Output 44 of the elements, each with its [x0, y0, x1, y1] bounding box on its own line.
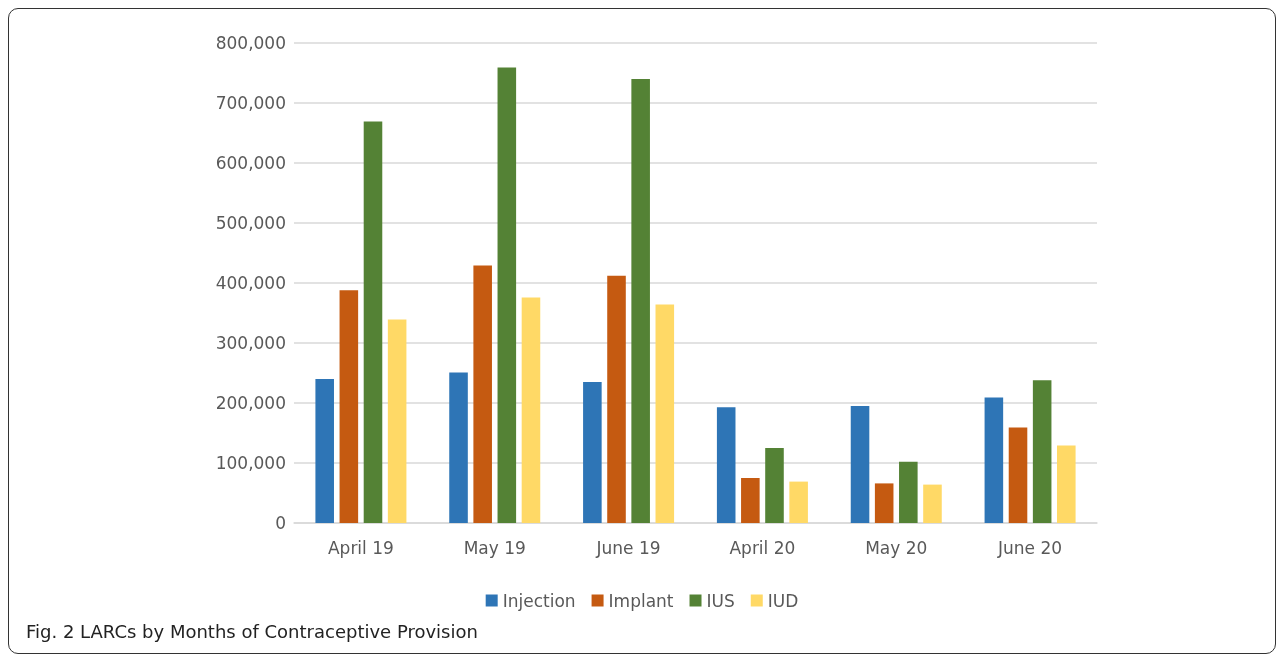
- legend-label: IUD: [767, 590, 799, 611]
- y-tick-label: 800,000: [215, 33, 286, 53]
- bar: [521, 297, 541, 523]
- x-tick-label: May 19: [463, 537, 526, 558]
- y-tick-label: 100,000: [215, 453, 286, 473]
- bar: [631, 79, 650, 523]
- legend-label: Injection: [502, 590, 576, 611]
- bar: [607, 275, 626, 523]
- x-tick-label: April 19: [327, 537, 394, 558]
- bar: [923, 484, 942, 523]
- bar: [473, 265, 492, 523]
- y-tick-label: 200,000: [215, 393, 286, 413]
- x-tick-label: April 20: [729, 537, 796, 558]
- y-tick-label: 600,000: [215, 153, 286, 173]
- bar: [1057, 445, 1076, 523]
- legend-label: IUS: [706, 590, 735, 611]
- bar: [449, 372, 468, 523]
- bar: [899, 461, 918, 523]
- x-tick-label: June 20: [997, 537, 1063, 558]
- y-tick-label: 0: [275, 513, 286, 533]
- bar: [363, 121, 383, 523]
- legend-label: Implant: [608, 590, 674, 611]
- bar: [850, 406, 870, 523]
- bar: [387, 319, 407, 523]
- y-tick-label: 500,000: [215, 213, 286, 233]
- bar: [315, 379, 334, 523]
- bar: [655, 304, 675, 523]
- bar: [741, 478, 760, 523]
- bar: [716, 407, 736, 523]
- bar: [789, 481, 808, 523]
- bar: [765, 448, 784, 523]
- bar: [583, 382, 602, 523]
- bar: [984, 397, 1004, 523]
- y-tick-label: 300,000: [215, 333, 286, 353]
- bar: [1008, 427, 1028, 523]
- bar: [339, 290, 359, 523]
- bar: [497, 67, 517, 523]
- bar: [1032, 380, 1052, 523]
- y-tick-label: 700,000: [215, 93, 286, 113]
- x-tick-label: June 19: [595, 537, 661, 558]
- text: Fig. 2 LARCs by Months of Contraceptive Provision: [26, 620, 478, 642]
- bar: [874, 483, 894, 523]
- x-tick-label: May 20: [865, 537, 928, 558]
- y-tick-label: 400,000: [215, 273, 286, 293]
